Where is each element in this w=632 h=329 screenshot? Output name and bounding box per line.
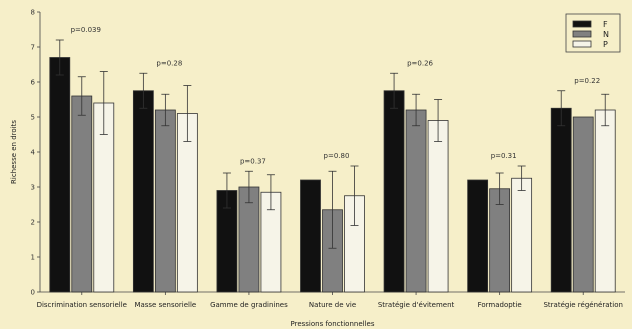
x-axis-title: Pressions fonctionnelles bbox=[291, 320, 375, 328]
bar bbox=[594, 109, 616, 293]
bar bbox=[511, 177, 533, 293]
y-tick-label: 5 bbox=[31, 114, 35, 122]
legend-entry: F bbox=[603, 20, 608, 29]
bar bbox=[467, 179, 489, 293]
x-tick-label: Stratégie régénération bbox=[543, 301, 622, 309]
bar bbox=[405, 109, 427, 293]
y-tick-label: 7 bbox=[31, 44, 35, 52]
x-tick-label: Formadoptie bbox=[478, 301, 522, 309]
y-tick-label: 0 bbox=[31, 289, 35, 297]
legend-entry: N bbox=[603, 30, 609, 39]
bar bbox=[383, 90, 405, 293]
x-tick-label: Discrimination sensorielle bbox=[37, 301, 127, 309]
y-tick-label: 4 bbox=[31, 149, 36, 157]
y-tick-label: 8 bbox=[31, 9, 35, 17]
bar bbox=[71, 95, 93, 293]
p-value-label: p=0.22 bbox=[574, 77, 600, 85]
bar bbox=[49, 57, 71, 293]
y-tick-label: 3 bbox=[31, 184, 35, 192]
p-value-label: p=0.37 bbox=[240, 157, 266, 165]
x-tick-label: Nature de vie bbox=[309, 301, 356, 309]
bar bbox=[300, 179, 321, 293]
p-value-label: p=0.28 bbox=[156, 59, 182, 67]
bar bbox=[132, 90, 154, 293]
x-tick-label: Stratégie d'évitement bbox=[378, 301, 455, 309]
p-value-label: p=0.80 bbox=[324, 152, 350, 160]
bars-group bbox=[49, 39, 616, 293]
legend-box bbox=[565, 13, 621, 53]
p-value-label: p=0.26 bbox=[407, 59, 433, 67]
y-tick-label: 1 bbox=[31, 254, 35, 262]
legend-entry: P bbox=[603, 40, 608, 49]
p-value-label: p=0.039 bbox=[71, 26, 101, 34]
bar bbox=[154, 109, 176, 293]
y-tick-label: 6 bbox=[31, 79, 36, 87]
bar bbox=[550, 107, 572, 293]
y-tick-label: 2 bbox=[31, 219, 35, 227]
y-axis-title: Richesse en droits bbox=[10, 120, 18, 184]
legend: FNP bbox=[565, 13, 621, 53]
bar bbox=[427, 120, 449, 293]
legend-swatch bbox=[572, 20, 592, 28]
x-tick-label: Masse sensorielle bbox=[134, 301, 196, 309]
bar bbox=[572, 116, 594, 293]
legend-swatch bbox=[572, 30, 592, 38]
labels-group: Discrimination sensorielle p=0.039 Masse s… bbox=[37, 26, 623, 309]
legend-swatch bbox=[572, 40, 592, 48]
x-tick-label: Gamme de gradinines bbox=[210, 301, 288, 309]
p-value-label: p=0.31 bbox=[491, 152, 517, 160]
